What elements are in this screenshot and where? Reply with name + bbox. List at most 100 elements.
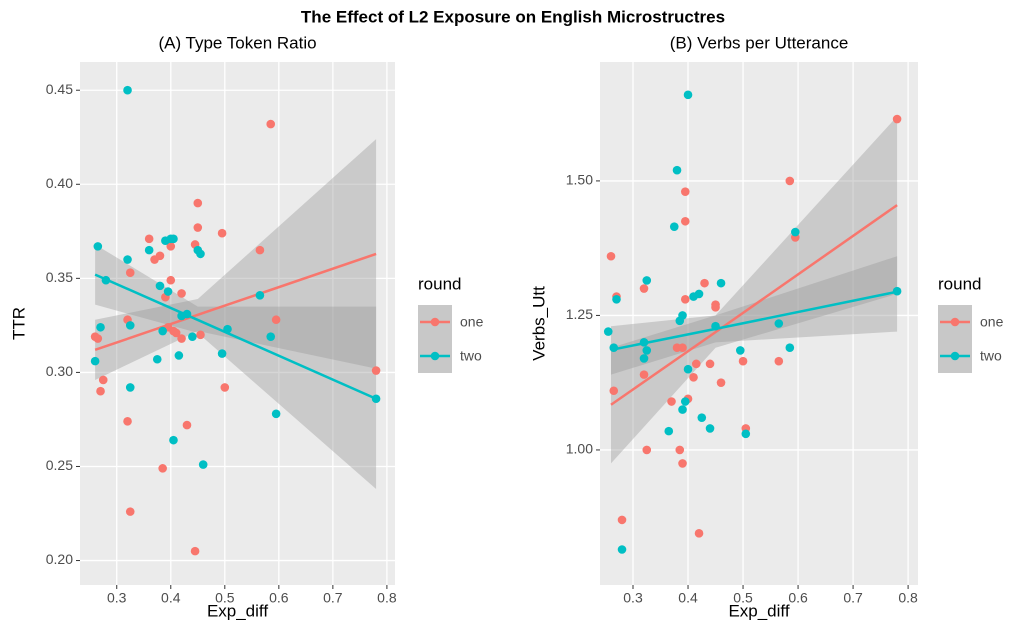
point: [774, 319, 784, 328]
point: [271, 409, 281, 419]
point: [255, 290, 265, 300]
point: [271, 315, 281, 325]
y-tick-label: 0.20: [46, 551, 73, 567]
y-axis-title: TTR: [9, 307, 28, 340]
x-tick-label: 0.5: [733, 590, 753, 606]
x-tick-label: 0.7: [843, 590, 863, 606]
point: [255, 245, 265, 255]
point: [711, 321, 720, 331]
y-tick-label: 0.25: [46, 457, 73, 473]
point: [190, 546, 200, 556]
point: [182, 420, 192, 430]
point: [642, 445, 652, 455]
point: [163, 287, 173, 296]
point: [639, 354, 649, 363]
point: [125, 268, 135, 278]
point: [705, 424, 715, 433]
point: [711, 303, 720, 312]
legend-point: [430, 317, 440, 327]
y-axis-title: Verbs_Utt: [529, 286, 548, 361]
point: [169, 234, 178, 244]
point: [774, 356, 784, 366]
point: [177, 334, 186, 343]
y-tick-label: 1.00: [566, 441, 593, 457]
point: [642, 276, 652, 285]
point: [669, 222, 679, 231]
point: [90, 356, 100, 366]
point: [217, 349, 227, 358]
point: [96, 386, 105, 396]
point: [642, 346, 652, 355]
point: [101, 275, 111, 285]
point: [697, 413, 707, 422]
point: [96, 322, 105, 332]
point: [664, 426, 674, 436]
y-tick-label: 1.25: [566, 306, 593, 322]
legend-label: one: [460, 314, 484, 330]
point: [738, 356, 748, 366]
point: [678, 311, 687, 320]
point: [683, 90, 693, 100]
point: [705, 359, 715, 369]
x-tick-label: 0.8: [377, 590, 397, 606]
fit-line: [610, 204, 898, 406]
point: [609, 343, 619, 353]
x-axis-title: Exp_diff: [207, 601, 268, 620]
point: [892, 286, 902, 296]
x-tick-label: 0.4: [678, 590, 698, 606]
point: [785, 176, 795, 186]
point: [198, 460, 208, 469]
point: [691, 359, 701, 369]
point: [125, 321, 135, 330]
point: [785, 343, 795, 353]
legend-point: [430, 351, 440, 361]
point: [694, 289, 704, 299]
fit-line: [94, 273, 377, 400]
legend-title: round: [418, 274, 461, 293]
point: [672, 165, 682, 175]
x-tick-label: 0.6: [788, 590, 808, 606]
point: [144, 234, 154, 244]
y-tick-label: 0.35: [46, 269, 73, 285]
panel-title: (A) Type Token Ratio: [158, 33, 316, 52]
point: [700, 278, 709, 288]
point: [266, 119, 276, 129]
point: [166, 242, 176, 251]
legend-label: one: [980, 314, 1004, 330]
point: [741, 429, 751, 439]
point: [683, 364, 693, 374]
y-tick-label: 0.45: [46, 81, 73, 97]
point: [177, 289, 186, 298]
point: [174, 351, 184, 360]
point: [675, 445, 685, 455]
point: [678, 343, 687, 353]
point: [123, 255, 132, 264]
point: [639, 284, 649, 293]
x-tick-label: 0.7: [323, 590, 343, 606]
point: [171, 328, 181, 338]
point: [217, 228, 227, 238]
x-tick-label: 0.3: [623, 590, 643, 606]
point: [609, 386, 619, 396]
point: [93, 242, 103, 251]
point: [266, 332, 276, 341]
point: [98, 375, 108, 385]
point: [371, 366, 381, 375]
point: [196, 330, 205, 340]
point: [169, 435, 178, 445]
point: [694, 529, 704, 538]
legend-point: [950, 351, 960, 361]
point: [678, 405, 687, 414]
x-axis-title: Exp_diff: [728, 601, 789, 620]
x-tick-label: 0.4: [161, 590, 181, 606]
point: [155, 281, 165, 291]
y-tick-label: 0.40: [46, 175, 73, 191]
legend-title: round: [938, 274, 981, 293]
point: [791, 227, 800, 237]
point: [93, 334, 103, 343]
point: [892, 114, 902, 124]
point: [196, 249, 205, 259]
x-tick-label: 0.6: [269, 590, 289, 606]
confidence-band: [611, 116, 898, 464]
